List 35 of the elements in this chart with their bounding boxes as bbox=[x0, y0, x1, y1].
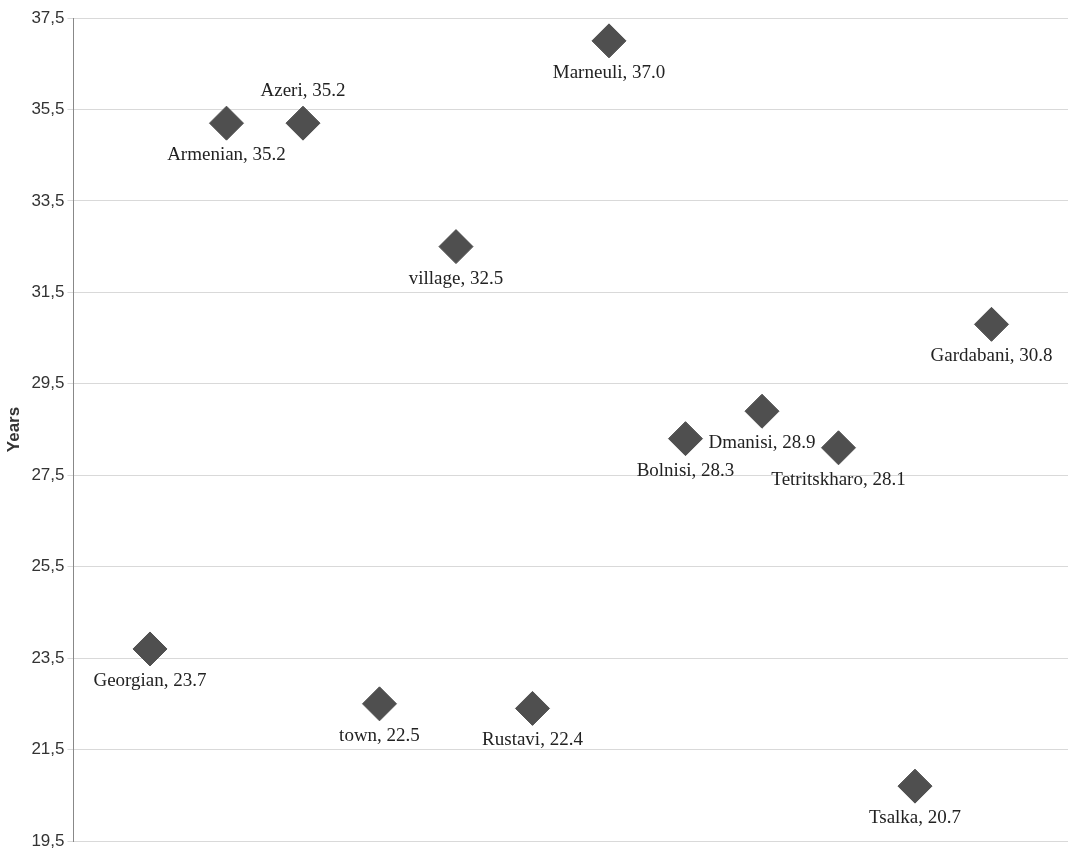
y-tick-label: 21,5 bbox=[31, 739, 65, 759]
y-tick-label: 23,5 bbox=[31, 647, 65, 667]
point bbox=[591, 23, 627, 59]
data-label: Bolnisi, 28.3 bbox=[636, 458, 735, 480]
point bbox=[897, 768, 933, 804]
y-tick-label: 31,5 bbox=[31, 282, 65, 302]
y-tick-label: 37,5 bbox=[31, 7, 65, 27]
data-label: village, 32.5 bbox=[408, 266, 504, 288]
data-label: town, 22.5 bbox=[339, 723, 420, 745]
y-axis-title: Years bbox=[3, 406, 23, 453]
point bbox=[361, 686, 397, 722]
point bbox=[974, 306, 1009, 342]
point bbox=[821, 430, 856, 466]
point bbox=[744, 393, 780, 429]
data-label: Georgian, 23.7 bbox=[93, 668, 207, 690]
point bbox=[285, 105, 321, 141]
point bbox=[208, 105, 244, 141]
y-tick-label: 29,5 bbox=[31, 373, 65, 393]
y-tick-label: 19,5 bbox=[31, 830, 65, 850]
point bbox=[514, 690, 550, 726]
y-tick-label: 27,5 bbox=[31, 464, 65, 484]
point bbox=[132, 631, 168, 667]
data-label: Tetritskharo, 28.1 bbox=[771, 467, 906, 489]
data-label: Gardabani, 30.8 bbox=[930, 344, 1053, 366]
data-label: Tsalka, 20.7 bbox=[868, 806, 962, 828]
y-tick-label: 35,5 bbox=[31, 99, 65, 119]
data-label: Rustavi, 22.4 bbox=[482, 728, 584, 750]
data-label: Dmanisi, 28.9 bbox=[708, 431, 816, 453]
data-label: Armenian, 35.2 bbox=[167, 143, 286, 165]
y-tick-label: 33,5 bbox=[31, 190, 65, 210]
point bbox=[438, 229, 474, 265]
data-label: Azeri, 35.2 bbox=[260, 79, 346, 101]
data-label: Marneuli, 37.0 bbox=[552, 60, 666, 82]
point bbox=[668, 421, 703, 457]
y-tick-label: 25,5 bbox=[31, 556, 65, 576]
